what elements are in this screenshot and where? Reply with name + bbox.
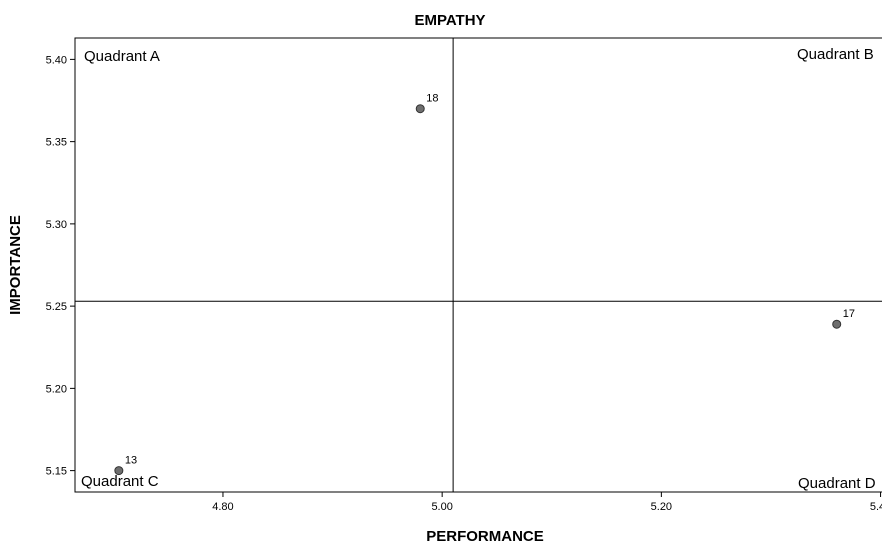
y-axis-label: IMPORTANCE [7, 215, 24, 315]
data-point-label: 17 [843, 308, 855, 320]
data-point-label: 18 [426, 93, 438, 105]
y-tick-label: 5.25 [46, 301, 67, 313]
x-tick-label: 5.00 [431, 501, 452, 513]
data-point-label: 13 [125, 455, 137, 467]
quadrant-a-label: Quadrant A [84, 48, 160, 65]
x-tick-label: 4.80 [212, 501, 233, 513]
chart-title: EMPATHY [414, 12, 485, 29]
quadrant-b-label: Quadrant B [797, 46, 874, 63]
x-axis-ticks: 4.80 5.00 5.20 5.40 [212, 492, 882, 513]
y-tick-label: 5.35 [46, 137, 67, 149]
y-axis-ticks: 5.40 5.35 5.30 5.25 5.20 5.15 [46, 54, 75, 478]
x-tick-label: 5.20 [651, 501, 672, 513]
x-axis-label: PERFORMANCE [426, 528, 544, 545]
y-tick-label: 5.15 [46, 466, 67, 478]
quadrant-c-label: Quadrant C [81, 473, 159, 490]
data-point [832, 319, 842, 329]
quadrant-d-label: Quadrant D [798, 475, 876, 492]
data-points: 18 17 13 [114, 93, 855, 476]
data-point [415, 104, 425, 114]
y-tick-label: 5.30 [46, 219, 67, 231]
data-point [114, 466, 124, 476]
plot-frame [74, 37, 882, 493]
y-tick-label: 5.40 [46, 54, 67, 66]
y-tick-label: 5.20 [46, 383, 67, 395]
x-tick-label: 5.40 [870, 501, 882, 513]
